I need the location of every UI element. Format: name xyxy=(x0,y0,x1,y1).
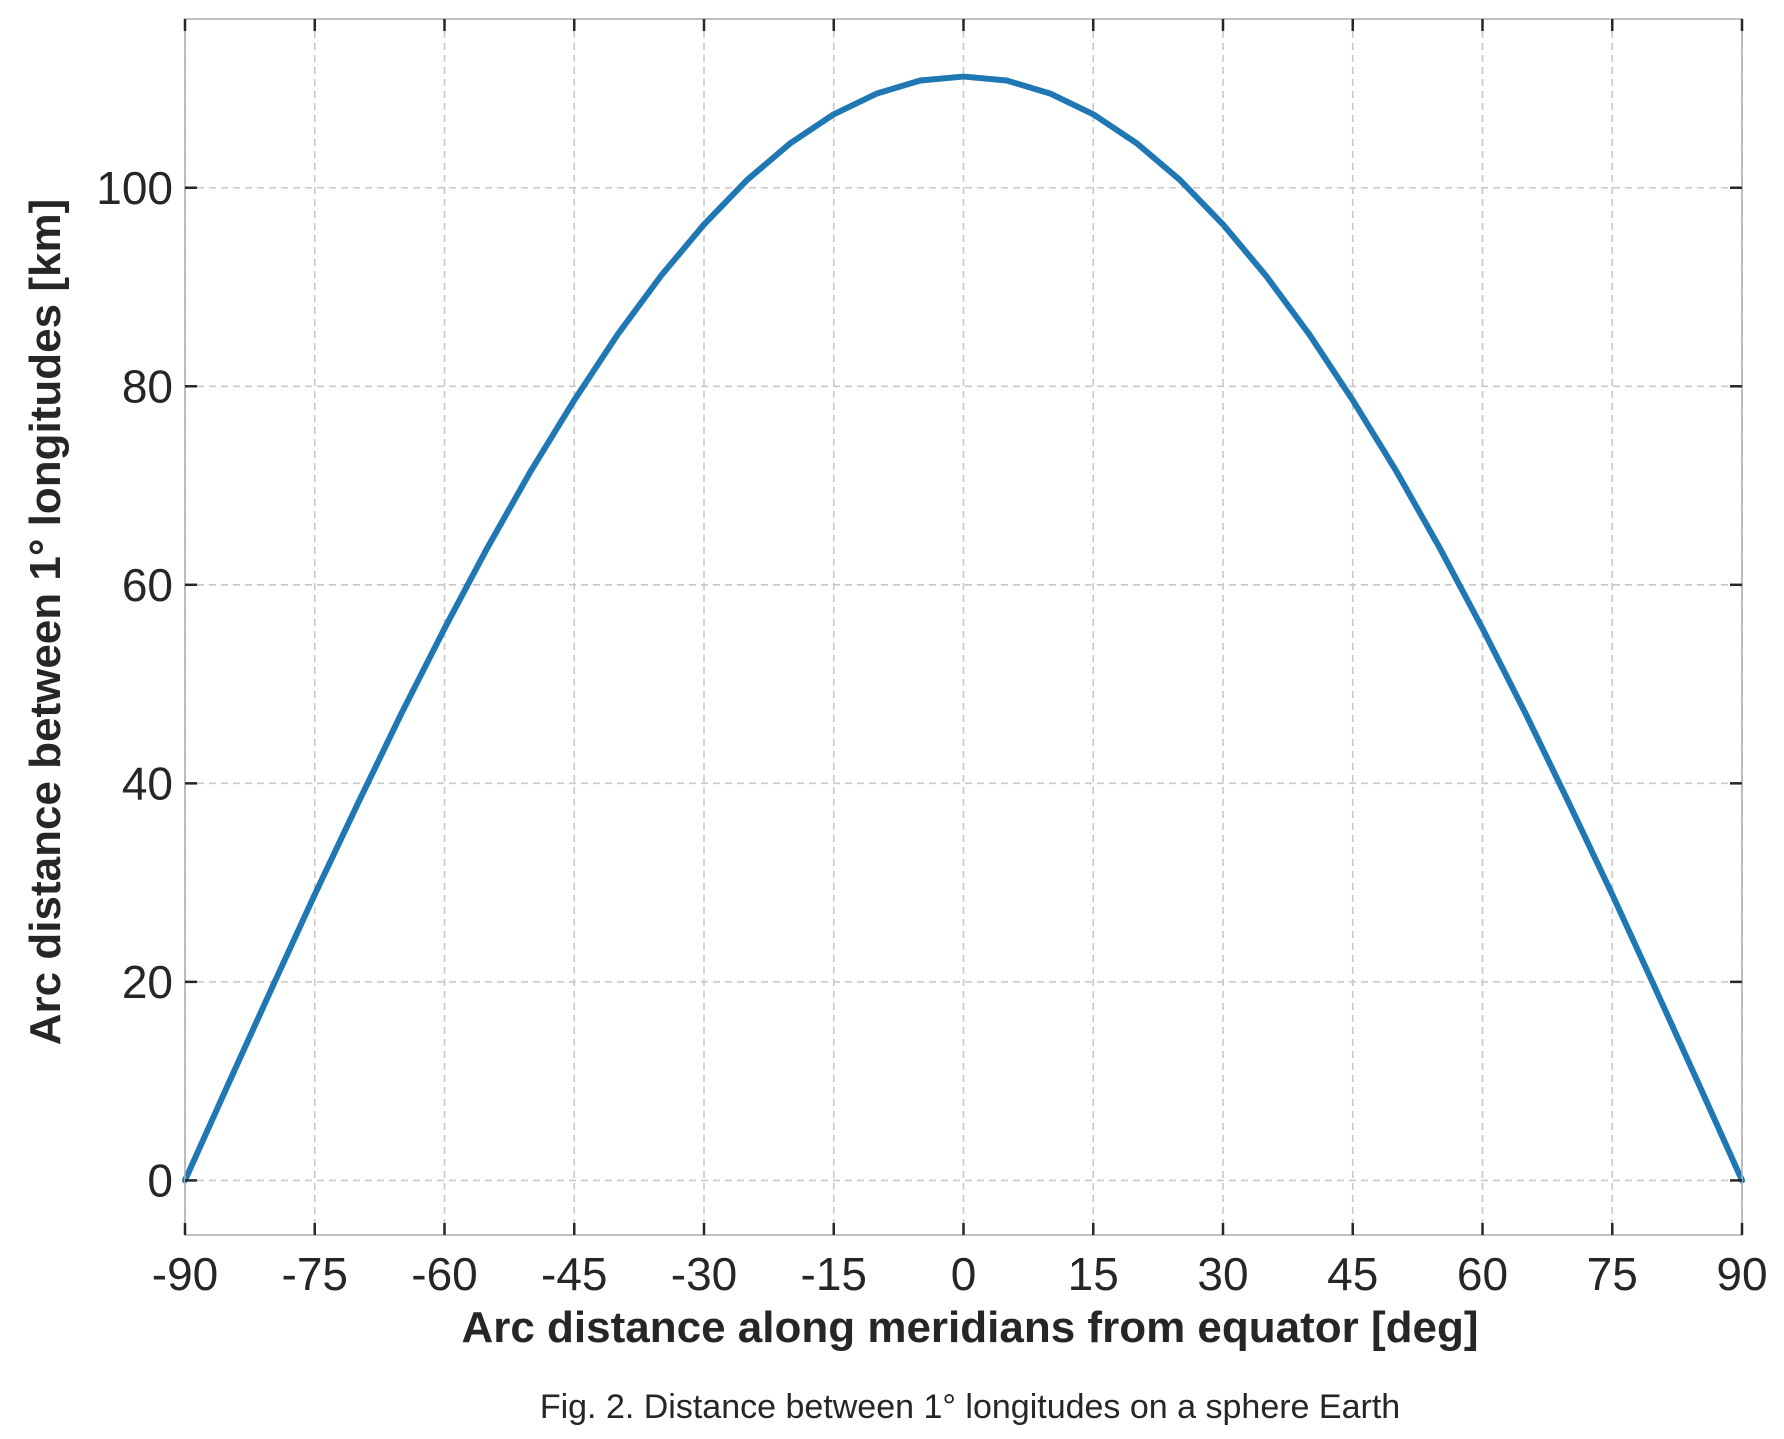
x-tick-label: -60 xyxy=(411,1248,477,1300)
y-tick-label: 80 xyxy=(122,360,173,412)
x-tick-label: -15 xyxy=(801,1248,867,1300)
x-tick-label: -90 xyxy=(152,1248,218,1300)
y-tick-label: 60 xyxy=(122,559,173,611)
x-tick-label: 15 xyxy=(1068,1248,1119,1300)
y-axis-label: Arc distance between 1° longitudes [km] xyxy=(21,199,70,1045)
x-tick-label: 45 xyxy=(1327,1248,1378,1300)
grid xyxy=(184,19,1743,1235)
x-tick-label: 30 xyxy=(1197,1248,1248,1300)
x-tick-label: 90 xyxy=(1716,1248,1767,1300)
x-tick-label: -75 xyxy=(282,1248,348,1300)
x-tick-label: -30 xyxy=(671,1248,737,1300)
ticks xyxy=(183,19,1744,1235)
tick-labels: -90 -75 -60 -45 -30 -15 0 15 30 45 60 75 90 0 20 40 60 80… xyxy=(96,162,1767,1300)
x-tick-label: -45 xyxy=(541,1248,607,1300)
x-tick-label: 75 xyxy=(1587,1248,1638,1300)
x-tick-label: 0 xyxy=(951,1248,977,1300)
y-tick-label: 40 xyxy=(122,757,173,809)
series-line xyxy=(182,73,1745,1184)
x-tick-label: 60 xyxy=(1457,1248,1508,1300)
figure-caption: Fig. 2. Distance between 1° longitudes o… xyxy=(540,1388,1400,1426)
y-tick-label: 100 xyxy=(96,162,173,214)
y-tick-label: 20 xyxy=(122,956,173,1008)
plot-area xyxy=(182,73,1745,1184)
x-axis-label: Arc distance along meridians from equato… xyxy=(461,1303,1478,1352)
y-tick-label: 0 xyxy=(147,1154,173,1206)
